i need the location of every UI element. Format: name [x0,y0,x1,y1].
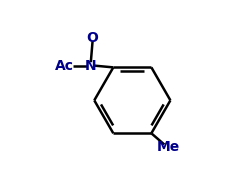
Text: Ac: Ac [55,59,73,73]
Text: N: N [85,59,97,73]
Text: O: O [87,31,99,45]
Text: Me: Me [157,140,180,154]
